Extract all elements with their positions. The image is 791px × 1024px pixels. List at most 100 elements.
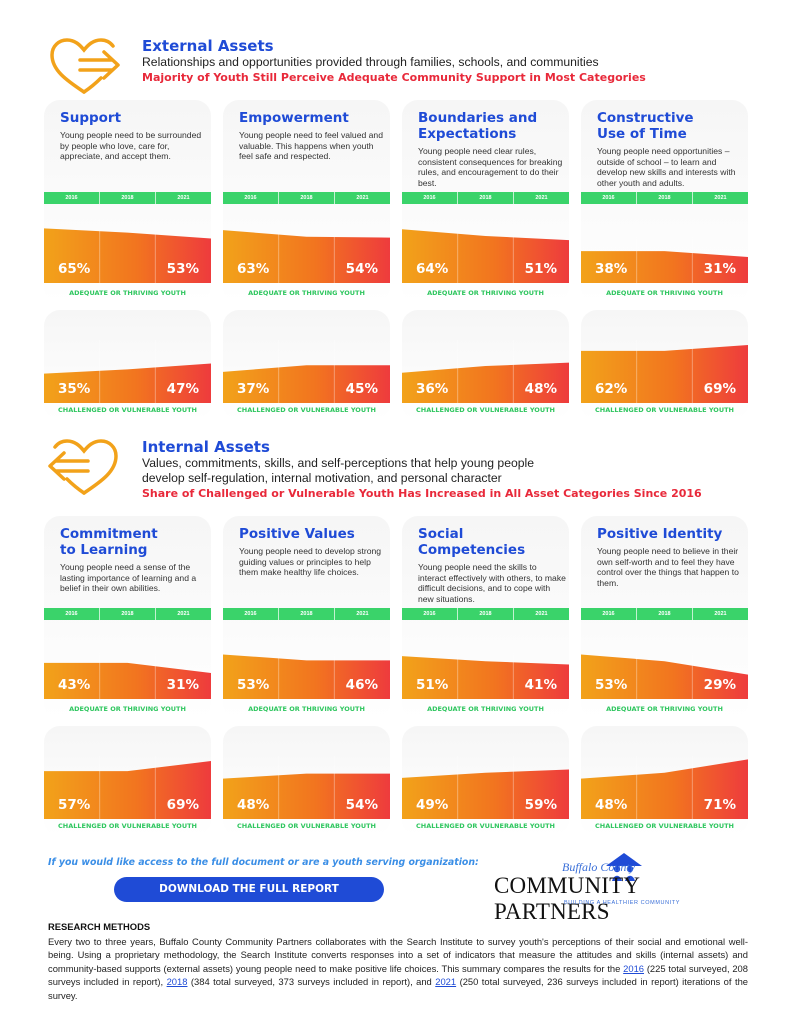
challenged-area-chart: 57% 69% [44, 756, 211, 819]
adequate-area-chart: 43% 31% [44, 636, 211, 699]
card-title: Commitment to Learning [60, 526, 208, 558]
year-bar: 2016 2018 2021 [581, 192, 748, 204]
internal-assets-header: Internal Assets Values, commitments, ski… [0, 437, 791, 507]
area-series [223, 654, 390, 699]
area-chart-svg [44, 220, 211, 283]
research-text-2: (225 total surveyed, 208 surveys include… [48, 962, 748, 988]
adequate-label: ADEQUATE OR THRIVING YOUTH [248, 705, 365, 713]
link-2018[interactable]: 2018 [166, 976, 188, 988]
card-title-line-1: Boundaries and [418, 110, 538, 126]
end-percent: 69% [166, 797, 199, 813]
external-assets-description: Relationships and opportunities provided… [142, 55, 599, 69]
year-label: 2018 [637, 608, 693, 620]
card-title-line-1: Empowerment [239, 110, 349, 126]
end-percent: 51% [524, 261, 557, 277]
card-title: Constructive Use of Time [597, 110, 745, 142]
year-label: 2016 [581, 192, 637, 204]
year-label: 2016 [223, 192, 279, 204]
adequate-area-chart: 38% 31% [581, 220, 748, 283]
area-series [402, 656, 569, 699]
start-percent: 43% [58, 677, 91, 693]
challenged-label: CHALLENGED OR VULNERABLE YOUTH [237, 822, 376, 830]
area-chart-svg [581, 636, 748, 699]
heart-arrow-right-icon [50, 38, 120, 94]
card-description: Young people need the skills to interact… [418, 562, 566, 604]
card-title: Boundaries and Expectations [418, 110, 566, 142]
card-title-line-1: Commitment [60, 526, 158, 542]
area-chart-svg [402, 340, 569, 403]
area-series [581, 251, 748, 283]
end-percent: 31% [166, 677, 199, 693]
card-title-line-2: to Learning [60, 542, 148, 558]
logo-small-text: Buffalo County [562, 860, 635, 874]
challenged-area-chart: 35% 47% [44, 340, 211, 403]
area-chart-svg [223, 756, 390, 819]
challenged-label: CHALLENGED OR VULNERABLE YOUTH [416, 406, 555, 414]
internal-assets-description-2: develop self-regulation, internal motiva… [142, 471, 502, 485]
end-percent: 45% [345, 381, 378, 397]
area-chart-svg [581, 756, 748, 819]
external-cards-row: Support Young people need to be surround… [44, 100, 748, 420]
card-title-line-1: Positive Values [239, 526, 355, 542]
card-title: Support [60, 110, 208, 126]
year-label: 2018 [458, 192, 514, 204]
start-percent: 36% [416, 381, 449, 397]
adequate-area-chart: 65% 53% [44, 220, 211, 283]
research-text-3: (384 total surveyed, 373 surveys include… [187, 976, 436, 988]
year-label: 2016 [223, 608, 279, 620]
adequate-area-chart: 63% 54% [223, 220, 390, 283]
challenged-area-chart: 62% 69% [581, 340, 748, 403]
challenged-area-chart: 48% 71% [581, 756, 748, 819]
heart-arrow-left-icon [48, 439, 118, 495]
area-series [44, 761, 211, 819]
internal-cards-row: Commitment to Learning Young people need… [44, 516, 748, 836]
external-assets-header: External Assets Relationships and opport… [0, 36, 791, 106]
adequate-label: ADEQUATE OR THRIVING YOUTH [606, 705, 723, 713]
start-percent: 62% [595, 381, 628, 397]
year-label: 2021 [535, 195, 548, 201]
area-series [402, 229, 569, 283]
end-percent: 41% [524, 677, 557, 693]
end-percent: 31% [703, 261, 736, 277]
start-percent: 63% [237, 261, 270, 277]
area-chart-svg [44, 756, 211, 819]
area-series [44, 363, 211, 403]
area-chart-svg [44, 636, 211, 699]
area-series [223, 773, 390, 819]
card-title-line-1: Constructive [597, 110, 694, 126]
challenged-label: CHALLENGED OR VULNERABLE YOUTH [416, 822, 555, 830]
start-percent: 35% [58, 381, 91, 397]
external-assets-title: External Assets [142, 37, 274, 55]
end-percent: 47% [166, 381, 199, 397]
link-2021[interactable]: 2021 [435, 976, 457, 988]
area-series [223, 230, 390, 283]
card-description: Young people need to feel valued and val… [239, 130, 383, 161]
area-series [581, 345, 748, 403]
adequate-label: ADEQUATE OR THRIVING YOUTH [427, 705, 544, 713]
download-report-button[interactable]: DOWNLOAD THE FULL REPORT [114, 877, 384, 902]
area-chart-svg [44, 340, 211, 403]
asset-card: Constructive Use of Time Young people ne… [581, 100, 748, 420]
year-label: 2016 [581, 608, 637, 620]
link-2016[interactable]: 2016 [623, 962, 645, 974]
adequate-area-chart: 53% 46% [223, 636, 390, 699]
end-percent: 53% [166, 261, 199, 277]
area-series [44, 662, 211, 699]
start-percent: 48% [237, 797, 270, 813]
end-percent: 69% [703, 381, 736, 397]
card-title-line-1: Support [60, 110, 122, 126]
challenged-area-chart: 48% 54% [223, 756, 390, 819]
people-logo-icon [606, 853, 642, 881]
start-percent: 57% [58, 797, 91, 813]
research-methods-title: RESEARCH METHODS [48, 921, 151, 932]
area-chart-svg [581, 220, 748, 283]
internal-assets-highlight: Share of Challenged or Vulnerable Youth … [142, 487, 702, 500]
card-description: Young people need to believe in their ow… [597, 546, 739, 588]
challenged-area-chart: 36% 48% [402, 340, 569, 403]
start-percent: 37% [237, 381, 270, 397]
research-text-4: (250 total surveyed, 236 surveys include… [48, 976, 749, 1001]
year-label: 2021 [356, 195, 369, 201]
community-partners-logo[interactable]: Buffalo County COMMUNITY PARTNERS BUILDI… [494, 852, 744, 924]
area-chart-svg [223, 340, 390, 403]
area-chart-svg [223, 636, 390, 699]
